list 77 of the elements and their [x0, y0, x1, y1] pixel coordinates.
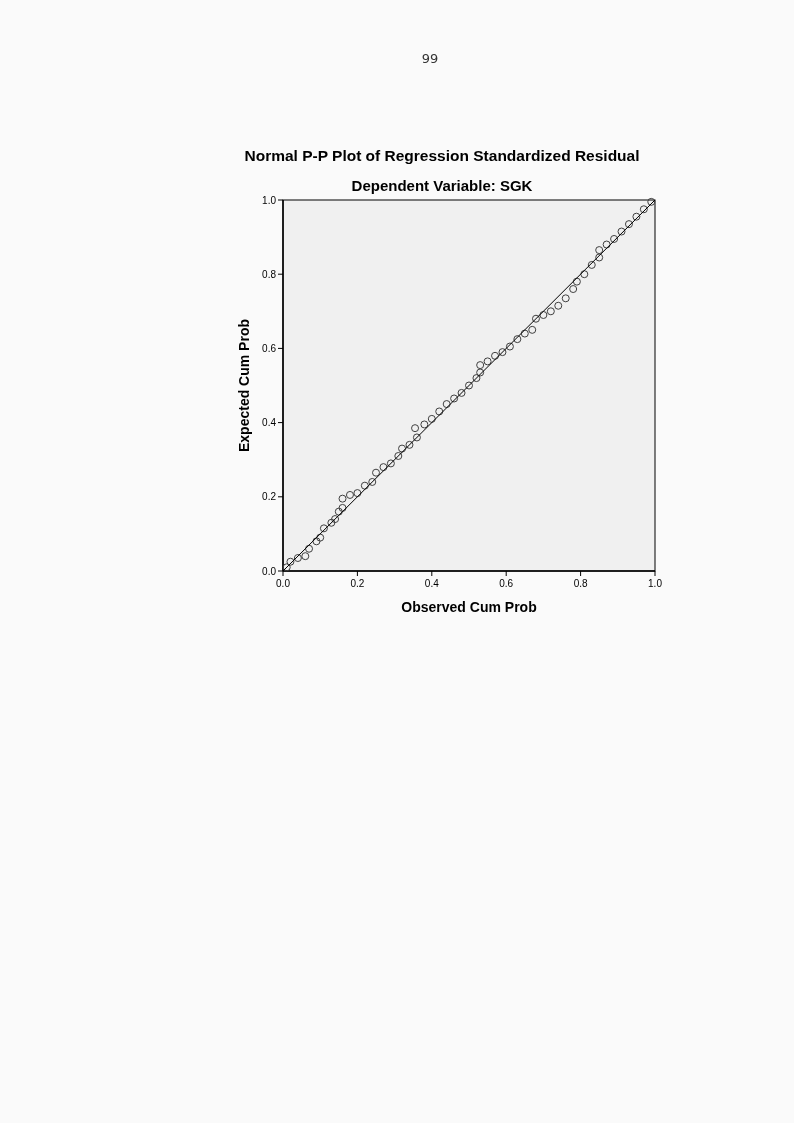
point	[483, 357, 492, 366]
point	[282, 563, 291, 572]
point	[505, 342, 514, 351]
text: 99	[421, 51, 439, 66]
y-tick-label: 0.8	[262, 268, 277, 280]
point	[368, 477, 377, 486]
point	[360, 481, 369, 490]
point	[427, 414, 436, 423]
point	[442, 400, 451, 409]
point	[412, 433, 421, 442]
point	[327, 518, 336, 527]
point	[513, 335, 522, 344]
point	[286, 557, 295, 566]
chart-subtitle: Dependent Variable: SGK	[351, 177, 533, 194]
x-tick-label: 0.8	[573, 578, 588, 589]
point	[331, 515, 340, 524]
point	[580, 270, 589, 279]
y-tick-label: 0.0	[262, 565, 277, 577]
chart-title: Normal P-P Plot of Regression Standardized Residual	[244, 147, 640, 164]
point	[610, 234, 619, 243]
point	[316, 533, 325, 542]
point	[450, 394, 459, 403]
point	[465, 381, 473, 390]
point	[319, 524, 328, 533]
point	[293, 554, 302, 563]
point	[528, 325, 537, 334]
point	[602, 240, 611, 249]
point	[531, 314, 540, 323]
point	[411, 424, 420, 433]
point	[372, 468, 380, 477]
point	[476, 361, 485, 370]
point	[301, 552, 310, 561]
point	[539, 311, 548, 320]
point	[554, 301, 563, 310]
point	[398, 444, 407, 453]
x-axis-title: Observed Cum Prob	[401, 599, 537, 615]
point	[435, 407, 444, 416]
point	[472, 374, 481, 383]
point	[334, 507, 343, 516]
point	[312, 537, 321, 546]
point	[338, 503, 347, 512]
point	[561, 294, 570, 303]
point	[546, 307, 555, 316]
point	[520, 329, 529, 338]
point	[394, 451, 403, 460]
point	[617, 227, 626, 236]
x-tick-label: 0.4	[424, 578, 440, 589]
point	[476, 368, 485, 377]
point	[572, 277, 581, 286]
y-tick-label: 0.2	[262, 491, 277, 503]
point	[595, 253, 604, 262]
y-tick-label: 0.4	[262, 417, 277, 429]
y-tick-label: 1.0	[262, 194, 277, 206]
point	[420, 420, 429, 429]
point	[379, 463, 388, 472]
point	[632, 212, 641, 221]
point	[345, 490, 354, 499]
point	[587, 260, 596, 269]
point	[305, 544, 314, 553]
point	[498, 348, 507, 357]
y-tick-label: 0.6	[262, 342, 277, 354]
point	[491, 351, 500, 360]
y-axis-title: Expected Cum Prob	[236, 318, 252, 453]
point	[639, 205, 648, 214]
x-tick-label: 0.6	[499, 578, 514, 589]
point	[569, 285, 578, 294]
point	[595, 246, 604, 255]
point	[338, 494, 347, 503]
point	[353, 489, 362, 498]
x-tick-label: 1.0	[648, 578, 663, 589]
point	[405, 440, 414, 449]
x-tick-label: 0.2	[350, 578, 365, 589]
point	[386, 459, 395, 468]
point	[457, 388, 466, 397]
point	[624, 220, 633, 229]
point	[647, 197, 656, 206]
x-tick-label: 0.0	[276, 578, 291, 589]
